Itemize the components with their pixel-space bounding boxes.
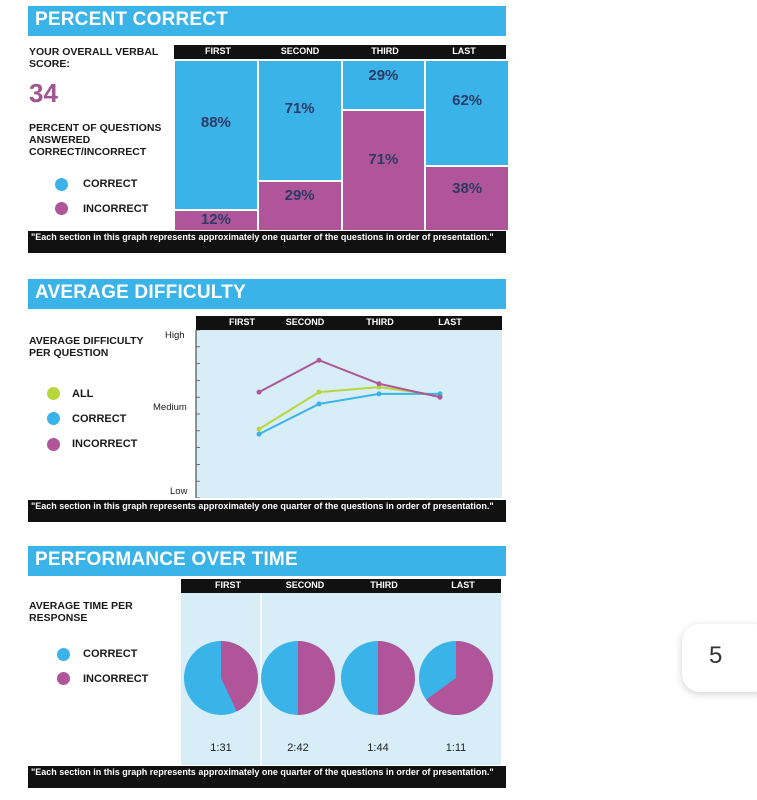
- incorrect-bar-third: 71%: [341, 109, 426, 231]
- incorrect-bar-label: 38%: [452, 179, 483, 197]
- all-point: [316, 389, 322, 395]
- y-tick-low: Low: [170, 486, 188, 497]
- correct-bar-third: 29%: [341, 60, 426, 110]
- difficulty-desc: AVERAGE DIFFICULTY PER QUESTION: [29, 335, 144, 359]
- plot-background: [196, 330, 502, 498]
- time-incorrect-legend-dot: [57, 672, 70, 685]
- time-pie-charts: [181, 593, 501, 765]
- incorrect-legend-dot: [55, 202, 68, 215]
- difficulty-header-second: SECOND: [285, 317, 325, 327]
- percent-header-second: SECOND: [280, 46, 320, 56]
- percent-header-third: THIRD: [371, 46, 399, 56]
- incorrect-point: [316, 357, 322, 363]
- time-last: 1:11: [445, 742, 467, 754]
- difficulty-header-first: FIRST: [229, 317, 255, 327]
- incorrect-point: [376, 381, 382, 387]
- time-footnote: "Each section in this graph represents a…: [28, 766, 506, 788]
- correct-bar-label: 62%: [452, 92, 483, 109]
- correct-legend-label: CORRECT: [83, 178, 138, 190]
- time-header-bar: FIRST SECOND THIRD LAST: [181, 579, 501, 593]
- percent-header-first: FIRST: [205, 46, 231, 56]
- correct-bar-label: 71%: [284, 99, 315, 117]
- time-correct-legend-dot: [57, 648, 70, 661]
- difficulty-title: AVERAGE DIFFICULTY: [35, 282, 246, 303]
- time-first: 1:31: [210, 742, 232, 754]
- difficulty-line-chart: [195, 330, 502, 498]
- time-second: 2:42: [287, 742, 309, 754]
- correct-point: [316, 401, 322, 407]
- incorrect-bar-last: 38%: [425, 166, 509, 231]
- overall-score: 34: [29, 78, 58, 108]
- time-third: 1:44: [367, 742, 389, 754]
- pie-incorrect-last: [426, 641, 493, 715]
- correct-legend-dot: [55, 178, 68, 191]
- time-header-last: LAST: [451, 580, 475, 590]
- correct-bar-last: 62%: [425, 60, 509, 167]
- correct-point: [376, 391, 382, 397]
- page-number: 5: [709, 642, 723, 669]
- incorrect-legend-label: INCORRECT: [83, 203, 149, 215]
- correct-point: [256, 431, 262, 437]
- correct-bar-first: 88%: [174, 60, 258, 211]
- percent-correct-title: PERCENT CORRECT: [35, 9, 229, 30]
- difficulty-correct-legend-dot: [47, 412, 60, 425]
- pie-incorrect-first: [221, 641, 258, 712]
- time-header-first: FIRST: [215, 580, 241, 590]
- pie-incorrect-second: [298, 641, 335, 715]
- percent-header-last: LAST: [452, 46, 476, 56]
- all-legend-label: ALL: [72, 388, 94, 400]
- all-point: [256, 426, 262, 432]
- difficulty-header-last: LAST: [438, 317, 462, 327]
- incorrect-point: [256, 389, 262, 395]
- difficulty-banner: AVERAGE DIFFICULTY: [28, 279, 506, 309]
- time-header-second: SECOND: [285, 580, 325, 590]
- page-number-badge: 5: [682, 624, 757, 692]
- time-title: PERFORMANCE OVER TIME: [35, 549, 298, 570]
- incorrect-bar-label: 71%: [368, 151, 399, 169]
- difficulty-incorrect-legend-dot: [47, 438, 60, 451]
- difficulty-header-bar: FIRST SECOND THIRD LAST: [196, 316, 502, 330]
- correct-bar-label: 88%: [200, 114, 231, 132]
- percent-correct-banner: PERCENT CORRECT: [28, 6, 506, 36]
- all-legend-dot: [47, 387, 60, 400]
- correct-bar-second: 71%: [257, 60, 342, 182]
- incorrect-bar-label: 29%: [284, 187, 315, 205]
- correct-series-line: [258, 392, 440, 436]
- incorrect-point: [437, 394, 443, 400]
- percent-desc: PERCENT OF QUESTIONS ANSWERED CORRECT/IN…: [29, 122, 162, 158]
- percent-header-bar: FIRST SECOND THIRD LAST: [174, 45, 506, 59]
- difficulty-correct-legend-label: CORRECT: [72, 413, 127, 425]
- time-desc: AVERAGE TIME PER RESPONSE: [29, 600, 133, 624]
- y-tick-high: High: [165, 330, 185, 341]
- score-label: YOUR OVERALL VERBAL SCORE:: [29, 46, 159, 70]
- time-header-third: THIRD: [370, 580, 398, 590]
- y-tick-medium: Medium: [153, 402, 187, 413]
- incorrect-series-line: [258, 359, 441, 399]
- time-incorrect-legend-label: INCORRECT: [83, 673, 149, 685]
- percent-footnote: "Each section in this graph represents a…: [28, 231, 506, 253]
- incorrect-bar-first: 12%: [174, 210, 258, 231]
- correct-bar-label: 29%: [368, 67, 399, 84]
- incorrect-bar-label: 12%: [200, 211, 231, 229]
- percent-correct-chart: 88% 12% 71% 29% 29% 71% 62% 38%: [174, 60, 509, 231]
- difficulty-incorrect-legend-label: INCORRECT: [72, 438, 138, 450]
- difficulty-header-third: THIRD: [366, 317, 394, 327]
- time-correct-legend-label: CORRECT: [83, 648, 138, 660]
- incorrect-bar-second: 29%: [257, 181, 342, 231]
- difficulty-footnote: "Each section in this graph represents a…: [28, 500, 506, 522]
- pie-incorrect-third: [378, 641, 415, 715]
- time-banner: PERFORMANCE OVER TIME: [28, 546, 506, 576]
